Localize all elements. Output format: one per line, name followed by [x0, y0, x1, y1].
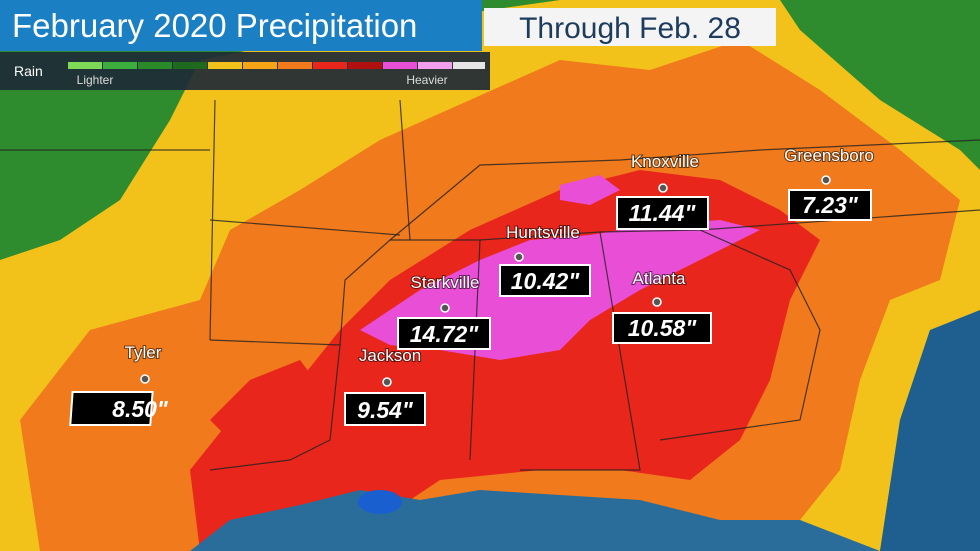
- city-amount: 10.58": [628, 315, 698, 341]
- legend-heavier: Heavier: [406, 73, 447, 87]
- city: Jackson 9.54": [344, 345, 426, 426]
- legend-swatches: [68, 62, 485, 69]
- subtitle: Through Feb. 28: [519, 12, 741, 45]
- city: Tyler 8.50": [69, 342, 169, 426]
- city-name: Huntsville: [506, 223, 580, 242]
- city-name: Jackson: [359, 346, 421, 365]
- city-name: Tyler: [125, 343, 162, 362]
- city-name: Knoxville: [631, 152, 699, 171]
- legend-lighter: Lighter: [77, 73, 114, 87]
- cities: Tyler 8.50" Jackson 9.54" Starkville 14.72"…: [69, 145, 875, 426]
- city: Starkville 14.72": [397, 272, 491, 350]
- city: Atlanta 10.58": [612, 268, 712, 344]
- city-amount: 14.72": [410, 321, 480, 347]
- legend-label: Rain: [14, 63, 43, 79]
- title: February 2020 Precipitation: [12, 7, 417, 44]
- city-amount: 10.42": [511, 268, 581, 294]
- city: Huntsville 10.42": [499, 222, 591, 297]
- city-name: Atlanta: [633, 269, 686, 288]
- header: February 2020 Precipitation Through Feb.…: [0, 0, 776, 51]
- city-name: Starkville: [411, 273, 480, 292]
- city-amount: 9.54": [357, 397, 414, 423]
- city: Knoxville 11.44": [616, 151, 709, 230]
- state-borders: [0, 99, 980, 471]
- city-amount: 11.44": [629, 200, 697, 226]
- city-amount: 8.50": [112, 396, 169, 422]
- city-name: Greensboro: [784, 146, 874, 165]
- city: Greensboro 7.23": [783, 145, 875, 221]
- legend: Rain Lighter Heavier: [0, 52, 490, 90]
- city-amount: 7.23": [802, 192, 859, 218]
